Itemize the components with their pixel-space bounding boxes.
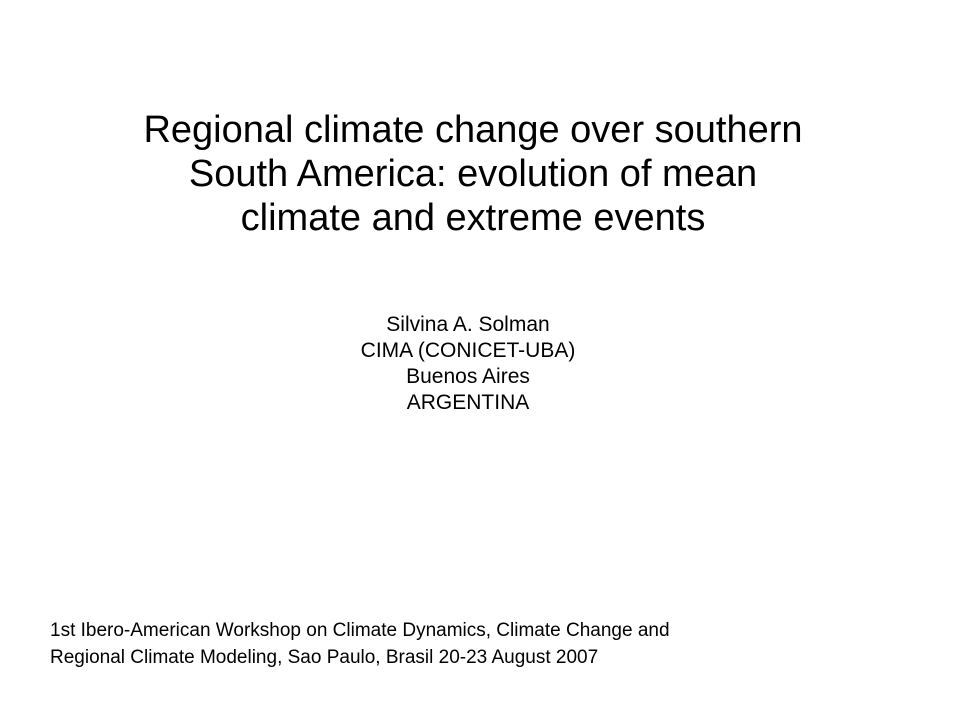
title: Regional climate change over southern So… xyxy=(0,108,946,240)
title-line: South America: evolution of mean xyxy=(188,153,758,195)
footer-line: Regional Climate Modeling, Sao Paulo, Br… xyxy=(50,647,599,668)
title-line: Regional climate change over southern xyxy=(143,109,803,151)
author-line: Silvina A. Solman xyxy=(386,313,550,336)
author-line: CIMA (CONICET-UBA) xyxy=(360,339,576,362)
footer: 1st Ibero-American Workshop on Climate D… xyxy=(50,617,670,671)
author-line: ARGENTINA xyxy=(406,391,530,414)
title-line: climate and extreme events xyxy=(240,197,706,239)
author: Silvina A. Solman CIMA (CONICET-UBA) Bue… xyxy=(0,312,936,416)
author-line: Buenos Aires xyxy=(406,365,530,388)
footer-line: 1st Ibero-American Workshop on Climate D… xyxy=(50,620,670,641)
